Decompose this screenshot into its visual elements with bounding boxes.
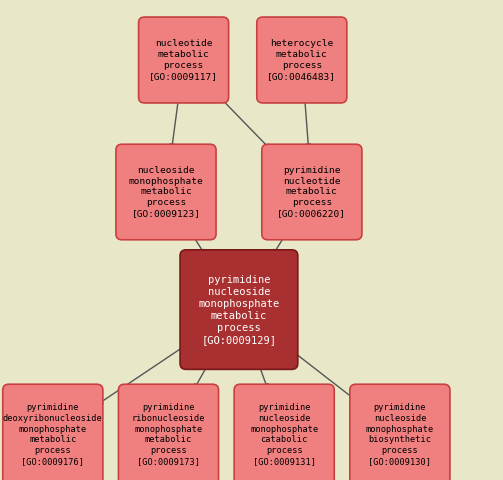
Text: nucleotide
metabolic
process
[GO:0009117]: nucleotide metabolic process [GO:0009117…	[149, 39, 218, 81]
FancyBboxPatch shape	[116, 144, 216, 240]
FancyBboxPatch shape	[138, 17, 228, 103]
FancyBboxPatch shape	[3, 384, 103, 480]
Text: pyrimidine
nucleotide
metabolic
process
[GO:0006220]: pyrimidine nucleotide metabolic process …	[277, 166, 347, 218]
Text: nucleoside
monophosphate
metabolic
process
[GO:0009123]: nucleoside monophosphate metabolic proce…	[129, 166, 203, 218]
FancyBboxPatch shape	[119, 384, 218, 480]
Text: heterocycle
metabolic
process
[GO:0046483]: heterocycle metabolic process [GO:004648…	[267, 39, 337, 81]
FancyBboxPatch shape	[234, 384, 334, 480]
Text: pyrimidine
nucleoside
monophosphate
biosynthetic
process
[GO:0009130]: pyrimidine nucleoside monophosphate bios…	[366, 403, 434, 466]
FancyBboxPatch shape	[262, 144, 362, 240]
FancyBboxPatch shape	[180, 250, 298, 370]
Text: pyrimidine
ribonucleoside
monophosphate
metabolic
process
[GO:0009173]: pyrimidine ribonucleoside monophosphate …	[132, 403, 205, 466]
FancyBboxPatch shape	[257, 17, 347, 103]
Text: pyrimidine
deoxyribonucleoside
monophosphate
metabolic
process
[GO:0009176]: pyrimidine deoxyribonucleoside monophosp…	[3, 403, 103, 466]
Text: pyrimidine
nucleoside
monophosphate
metabolic
process
[GO:0009129]: pyrimidine nucleoside monophosphate meta…	[198, 275, 280, 345]
FancyBboxPatch shape	[350, 384, 450, 480]
Text: pyrimidine
nucleoside
monophosphate
catabolic
process
[GO:0009131]: pyrimidine nucleoside monophosphate cata…	[250, 403, 318, 466]
